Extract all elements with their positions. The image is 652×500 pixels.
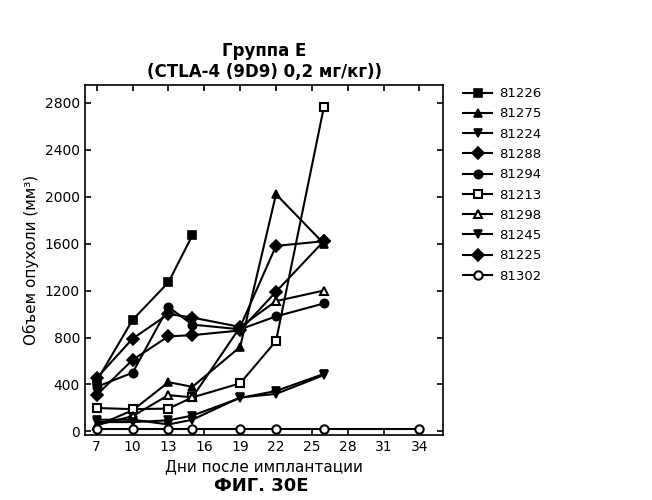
81288 [272,288,280,294]
Line: 81225: 81225 [93,237,328,382]
81275 [188,384,196,390]
81213 [188,394,196,400]
81298 [128,413,136,419]
81275 [128,408,136,414]
81288 [128,357,136,363]
81302 [236,426,244,432]
81302 [415,426,423,432]
81225 [320,238,328,244]
81294 [236,326,244,332]
81245 [272,388,280,394]
81225 [128,336,136,342]
81298 [272,298,280,304]
Line: 81275: 81275 [93,190,328,430]
81302 [188,426,196,432]
81298 [236,324,244,330]
81288 [164,334,172,340]
81245 [320,371,328,377]
81225 [272,243,280,249]
81224 [272,391,280,397]
81225 [188,314,196,320]
81275 [320,240,328,246]
81275 [164,379,172,385]
81294 [93,384,100,390]
81224 [188,416,196,422]
X-axis label: Дни после имплантации: Дни после имплантации [165,460,363,474]
Title: Группа E
(CTLA-4 (9D9) 0,2 мг/кг)): Группа E (CTLA-4 (9D9) 0,2 мг/кг)) [147,42,381,80]
81226 [164,280,172,285]
81302 [128,426,136,432]
Line: 81226: 81226 [93,231,196,385]
Line: 81294: 81294 [93,300,328,391]
81226 [93,378,100,384]
81213 [128,406,136,412]
81226 [128,317,136,323]
Line: 81213: 81213 [93,103,328,414]
81245 [93,419,100,425]
Y-axis label: Объем опухоли (мм³): Объем опухоли (мм³) [23,175,39,345]
81294 [272,314,280,320]
81225 [93,375,100,381]
81298 [320,288,328,294]
81224 [128,416,136,422]
81298 [188,394,196,400]
81213 [272,338,280,344]
81245 [128,419,136,425]
81275 [272,191,280,197]
Line: 81245: 81245 [93,370,328,426]
81224 [320,372,328,378]
81213 [320,104,328,110]
Legend: 81226, 81275, 81224, 81288, 81294, 81213, 81298, 81245, 81225, 81302: 81226, 81275, 81224, 81288, 81294, 81213… [461,84,544,285]
81224 [236,394,244,400]
81302 [320,426,328,432]
81302 [164,426,172,432]
81298 [164,392,172,398]
81294 [128,370,136,376]
81298 [93,422,100,428]
81288 [320,238,328,244]
81245 [164,418,172,424]
81245 [188,412,196,418]
81275 [236,344,244,350]
81213 [93,405,100,411]
Line: 81298: 81298 [93,286,328,429]
Line: 81288: 81288 [93,237,328,399]
81225 [236,324,244,330]
Line: 81302: 81302 [93,424,424,432]
81288 [93,392,100,398]
81288 [236,328,244,334]
81245 [236,395,244,401]
81226 [188,232,196,238]
81302 [93,426,100,432]
81294 [320,300,328,306]
81224 [93,416,100,422]
81302 [272,426,280,432]
81213 [164,406,172,411]
81294 [188,322,196,328]
81225 [164,311,172,317]
81288 [188,332,196,338]
81213 [236,380,244,386]
81294 [164,304,172,310]
81224 [164,422,172,428]
Text: ФИГ. 30E: ФИГ. 30E [214,477,308,495]
81275 [93,422,100,428]
Line: 81224: 81224 [93,371,328,428]
